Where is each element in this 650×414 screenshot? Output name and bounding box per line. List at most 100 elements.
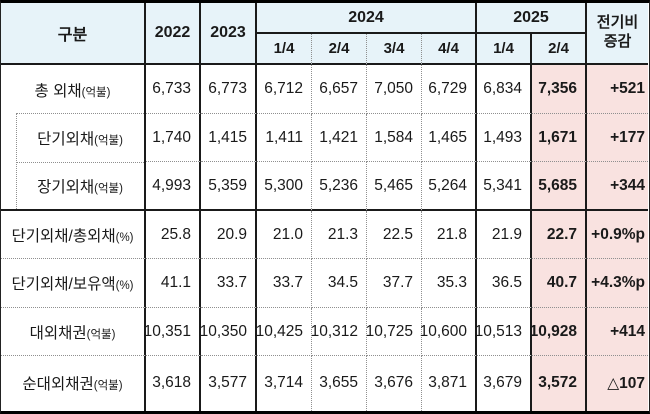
value-cell: 33.7	[201, 259, 257, 308]
value-cell: 6,729	[422, 65, 477, 114]
row-label-unit: (%)	[115, 231, 134, 244]
header-2024-q2: 2/4	[312, 34, 367, 65]
value-cell: 22.7	[532, 211, 587, 259]
row-label-unit: (억불)	[93, 380, 123, 393]
value-cell: 3,676	[367, 356, 422, 411]
dotted-divider	[16, 162, 144, 163]
value-cell: 37.7	[367, 259, 422, 308]
value-cell: 3,572	[532, 356, 587, 411]
value-cell: 25.8	[146, 211, 201, 259]
change-cell: +4.3%p	[587, 259, 648, 308]
value-cell: 3,655	[312, 356, 367, 411]
change-cell: +521	[587, 65, 648, 114]
header-year-2024: 2024	[257, 3, 477, 34]
value-cell: 10,425	[256, 308, 312, 356]
value-cell: 1,411	[257, 114, 312, 162]
value-cell: 5,465	[367, 162, 422, 211]
value-cell: 21.9	[477, 211, 532, 259]
row-label-text: 단기외채/총외채	[11, 227, 116, 245]
row-label-long-term-debt: 장기외채(억불)	[16, 163, 144, 209]
row-label-total-debt: 총 외채(억불)	[1, 65, 144, 114]
row-label-text: 단기외채/보유액	[11, 276, 116, 293]
row-label-unit: (억불)	[94, 183, 123, 195]
header-year-2025: 2025	[477, 3, 587, 34]
value-cell: 3,871	[422, 356, 477, 411]
value-cell: 10,513	[475, 308, 532, 356]
value-cell: 22.5	[367, 211, 422, 259]
row-label-text: 순대외채권	[22, 376, 94, 394]
row-label-text: 장기외채	[37, 179, 95, 196]
value-cell: 35.3	[422, 259, 477, 308]
row-label: 단기외채/보유액(%)	[1, 259, 146, 308]
value-cell: 34.5	[312, 259, 367, 308]
value-cell: 10,725	[366, 308, 422, 356]
value-cell: 20.9	[201, 211, 257, 259]
value-cell: 1,421	[312, 114, 367, 162]
value-cell: 10,312	[311, 308, 367, 356]
header-category: 구분	[1, 3, 146, 65]
value-cell: 10,351	[144, 308, 201, 356]
row-label: 대외채권(억불)	[1, 308, 146, 356]
value-cell: 5,359	[201, 162, 257, 211]
change-cell: +177	[587, 114, 648, 162]
dotted-divider	[16, 113, 144, 114]
value-cell: 1,465	[422, 114, 477, 162]
row-label-text: 총 외채	[34, 82, 82, 100]
row-label-text: 단기외채	[37, 131, 95, 148]
value-cell: 3,679	[477, 356, 532, 411]
value-cell: 4,993	[146, 162, 201, 211]
debt-label-block: 총 외채(억불) 단기외채(억불) 장기외채(억불)	[1, 65, 146, 211]
value-cell: 21.3	[312, 211, 367, 259]
value-cell: 1,740	[146, 114, 201, 162]
change-cell: △107	[587, 356, 648, 411]
value-cell: 5,264	[422, 162, 477, 211]
value-cell: 6,712	[257, 65, 312, 114]
value-cell: 1,584	[367, 114, 422, 162]
header-2025-q2: 2/4	[532, 34, 587, 65]
header-change-line1: 전기비	[596, 14, 639, 32]
change-cell: +0.9%p	[587, 211, 648, 259]
value-cell: 10,600	[420, 308, 477, 356]
row-label-unit: (억불)	[86, 328, 116, 341]
value-cell: 3,577	[201, 356, 257, 411]
value-cell: 33.7	[257, 259, 312, 308]
value-cell: 3,714	[257, 356, 312, 411]
header-2024-q4: 4/4	[422, 34, 477, 65]
row-label: 순대외채권(억불)	[1, 356, 146, 411]
row-label: 단기외채/총외채(%)	[1, 211, 146, 259]
value-cell: 6,773	[201, 65, 257, 114]
header-change-line2: 증감	[603, 33, 632, 50]
change-cell: +414	[587, 308, 648, 356]
value-cell: 21.0	[257, 211, 312, 259]
value-cell: 41.1	[146, 259, 201, 308]
value-cell: 1,493	[477, 114, 532, 162]
value-cell: 7,356	[532, 65, 587, 114]
value-cell: 1,415	[201, 114, 257, 162]
header-2024-q1: 1/4	[257, 34, 312, 65]
value-cell: 6,733	[146, 65, 201, 114]
header-2024-q3: 3/4	[367, 34, 422, 65]
header-2025-q1: 1/4	[477, 34, 532, 65]
header-change: 전기비 증감	[587, 3, 648, 65]
value-cell: 6,657	[312, 65, 367, 114]
value-cell: 10,928	[530, 308, 587, 356]
value-cell: 7,050	[367, 65, 422, 114]
value-cell: 40.7	[532, 259, 587, 308]
value-cell: 36.5	[477, 259, 532, 308]
row-label-unit: (억불)	[81, 86, 111, 99]
value-cell: 5,341	[477, 162, 532, 211]
row-label-text: 대외채권	[29, 324, 87, 342]
row-label-unit: (억불)	[94, 135, 123, 147]
row-label-short-term-debt: 단기외채(억불)	[16, 114, 144, 162]
value-cell: 5,300	[257, 162, 312, 211]
value-cell: 3,618	[146, 356, 201, 411]
dotted-indent-divider	[16, 113, 17, 209]
value-cell: 1,671	[532, 114, 587, 162]
value-cell: 21.8	[422, 211, 477, 259]
row-label-unit: (%)	[115, 280, 134, 292]
change-cell: +344	[587, 162, 648, 211]
value-cell: 6,834	[477, 65, 532, 114]
value-cell: 10,350	[200, 308, 257, 356]
header-year-2023: 2023	[201, 3, 257, 65]
